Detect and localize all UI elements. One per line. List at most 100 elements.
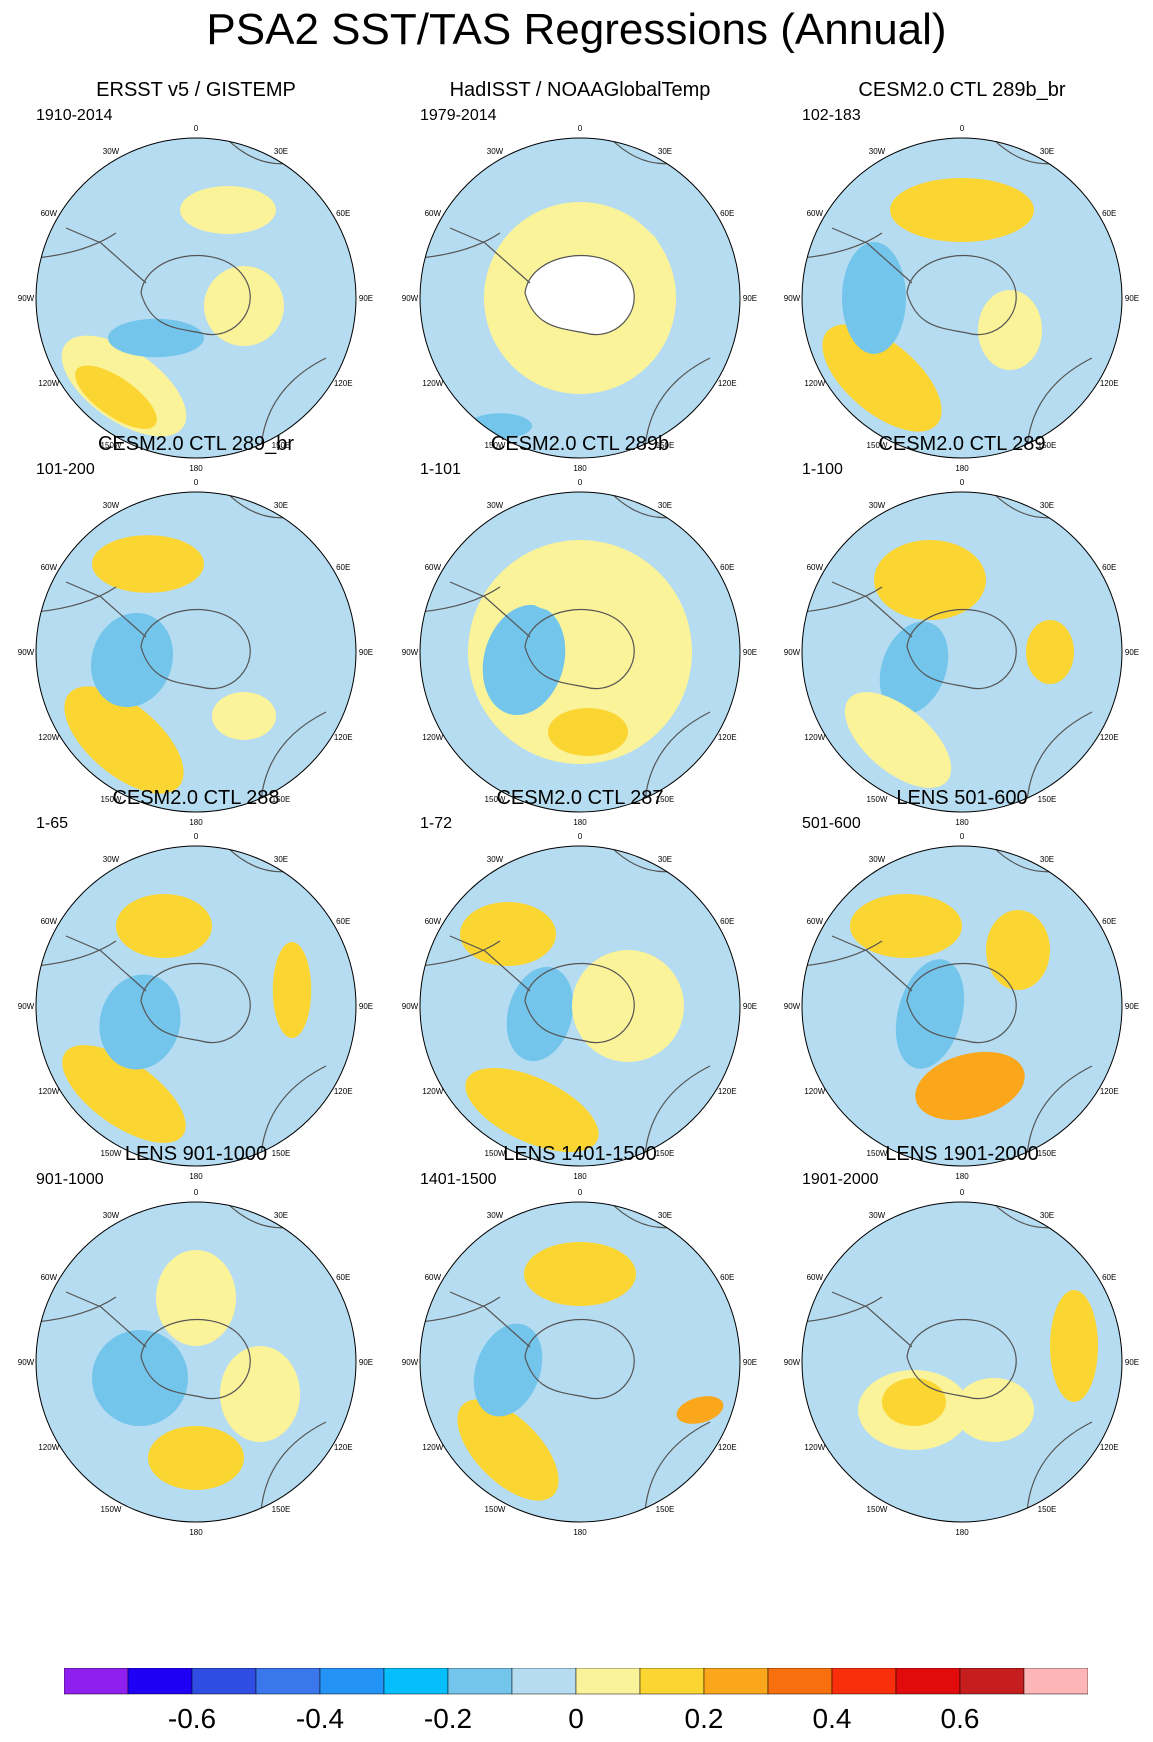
longitude-label: 120W [804,1087,825,1096]
map-boundary [419,845,741,1167]
longitude-label: 120E [334,1443,353,1452]
longitude-label: 0 [194,832,199,841]
longitude-label: 30E [1040,501,1054,510]
continent-coastline [802,940,883,967]
anomaly-region [915,1051,1025,1121]
longitude-label: 150E [1038,1505,1057,1514]
longitude-label: 60W [807,917,824,926]
longitude-label: 60W [807,563,824,572]
longitude-label: 180 [955,464,969,473]
longitude-label: 120W [422,379,443,388]
longitude-label: 60E [720,209,734,218]
longitude-label: 180 [573,818,587,827]
main-title: PSA2 SST/TAS Regressions (Annual) [206,5,947,54]
longitude-label: 30W [103,855,120,864]
colorbar-box [895,1668,961,1695]
panel-title: CESM2.0 CTL 287 [496,787,664,809]
antarctica-coastline [906,254,1017,336]
longitude-label: 60E [720,563,734,572]
longitude-label: 90E [743,648,757,657]
continent-coastline [36,1296,117,1323]
panel-title: LENS 1901-2000 [885,1143,1039,1165]
longitude-label: 60W [41,563,58,572]
longitude-label: 120W [804,379,825,388]
anomaly-region [116,894,212,958]
longitude-label: 120E [334,733,353,742]
antarctica-coastline [524,1318,635,1400]
antarctica-coastline [906,608,1017,690]
panel-period: 1-65 [36,815,69,832]
continent-coastline [420,232,501,259]
colorbar-label: 0.6 [941,1703,980,1734]
panel-period: 501-600 [802,815,861,832]
anomaly-region [954,1378,1034,1442]
longitude-label: 30W [487,1211,504,1220]
longitude-label: 30W [103,501,120,510]
anomaly-region [465,1067,599,1153]
map-panel: LENS 1901-2000 1901-2000 0 30E 60E 90E 120E 150… [770,1142,1153,1537]
antarctica-coastline [140,962,251,1044]
antarctica-coastline [524,962,635,1044]
anomaly-region [460,902,556,966]
map-boundary [801,845,1123,1167]
longitude-label: 180 [189,464,203,473]
map-boundary [35,845,357,1167]
map-panel: CESM2.0 CTL 289b_br 102-183 0 30E 60E 90E 120E… [770,78,1153,473]
longitude-label: 0 [578,1188,583,1197]
longitude-label: 0 [194,124,199,133]
panel-title: LENS 501-600 [896,787,1028,809]
panel-title: LENS 1401-1500 [503,1143,657,1165]
longitude-label: 150E [272,1149,291,1158]
longitude-label: 0 [194,1188,199,1197]
ocean-background [36,138,356,458]
colorbar-label: -0.4 [296,1703,344,1734]
anomaly-region [212,692,276,740]
longitude-label: 90W [784,1002,801,1011]
colorbar-label: 0 [568,1703,584,1734]
longitude-label: 120E [334,379,353,388]
longitude-label: 0 [960,1188,965,1197]
colorbar-box [1023,1668,1088,1695]
anomaly-region [986,910,1050,990]
longitude-label: 0 [960,832,965,841]
longitude-label: 30W [103,147,120,156]
map-panel: CESM2.0 CTL 288 1-65 0 30E 60E 90E 120E 150E 180… [4,786,388,1181]
polar-map: 0 30E 60E 90E 120E 150E 180 150W 120W 90W 60W 30W [784,124,1139,473]
longitude-label: 120W [804,1443,825,1452]
map-panel: HadISST / NOAAGlobalTemp 1979-2014 0 30E 60E… [388,78,772,473]
continent-coastline [260,357,327,449]
anomaly-region [220,1346,300,1442]
longitude-label: 90E [743,1358,757,1367]
anomaly-region [108,318,204,358]
panel-period: 1-101 [420,461,461,478]
panel-period: 1901-2000 [802,1171,879,1188]
longitude-label: 90W [784,294,801,303]
continent-coastline [36,232,117,259]
continent-coastline [802,1296,883,1323]
longitude-label: 150E [656,1149,675,1158]
longitude-label: 150W [867,1505,888,1514]
colorbar-box [831,1668,897,1695]
polar-map: 0 30E 60E 90E 120E 150E 180 150W 120W 90W 60W 30W [402,1188,757,1537]
longitude-label: 120E [718,1087,737,1096]
map-panel: LENS 501-600 501-600 0 30E 60E 90E 120E 150E 180… [770,786,1153,1181]
antarctic-peninsula-coastline [831,581,913,638]
longitude-label: 90W [784,648,801,657]
longitude-label: 90W [402,648,419,657]
longitude-label: 150W [101,795,122,804]
colorbar-box [447,1668,513,1695]
continent-coastline [644,1421,711,1513]
longitude-label: 120E [1100,1443,1119,1452]
polar-map: 0 30E 60E 90E 120E 150E 180 150W 120W 90W 60W 30W [18,832,373,1181]
longitude-label: 150W [485,1505,506,1514]
anomaly-region [890,178,1034,242]
longitude-label: 150E [1038,1149,1057,1158]
longitude-label: 120E [1100,1087,1119,1096]
anomaly-region [64,686,184,794]
map-panel: CESM2.0 CTL 289 1-100 0 30E 60E 90E 120E 150E 18… [770,432,1153,827]
longitude-label: 150E [272,1505,291,1514]
panel-title: CESM2.0 CTL 288 [112,787,280,809]
longitude-label: 150E [1038,441,1057,450]
panel-period: 1910-2014 [36,107,113,124]
longitude-label: 120W [422,1443,443,1452]
